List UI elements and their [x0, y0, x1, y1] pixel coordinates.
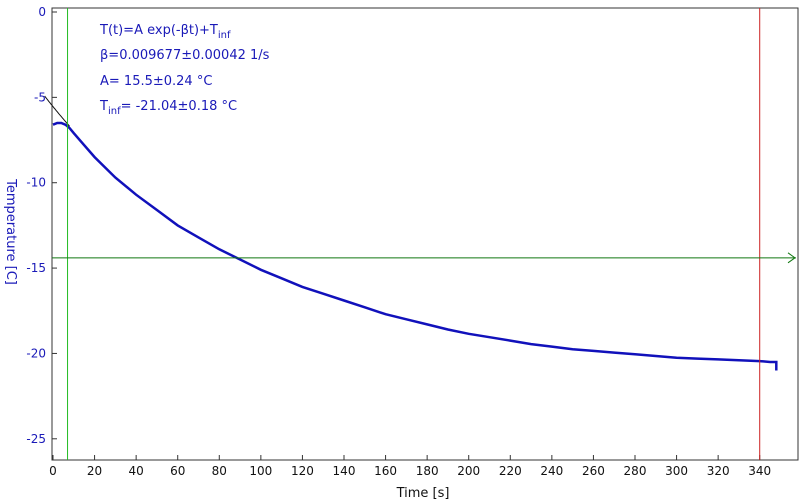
y-axis-label: Temperature [C]	[3, 178, 18, 285]
fit-tinf-value: = -21.04±0.18 °C	[121, 99, 237, 114]
x-tick-label: 20	[87, 464, 102, 478]
cursor-horizontal-arrow-icon	[787, 252, 796, 264]
x-tick-label: 120	[291, 464, 314, 478]
x-tick-label: 140	[333, 464, 356, 478]
x-tick-label: 320	[707, 464, 730, 478]
fit-equation-subscript: inf	[218, 30, 231, 41]
y-tick-label: 0	[38, 5, 46, 19]
x-tick-label: 80	[212, 464, 227, 478]
fit-tinf-subscript: inf	[108, 106, 121, 117]
x-tick-label: 300	[665, 464, 688, 478]
y-tick-label: -5	[34, 90, 46, 104]
x-tick-label: 60	[170, 464, 185, 478]
fit-tinf-main: T	[99, 99, 108, 114]
series-temperature	[52, 121, 778, 371]
plot-frame	[51, 7, 799, 461]
fit-curve	[44, 95, 70, 127]
x-tick-label: 260	[582, 464, 605, 478]
x-axis: 0 20 40 60 80 100 120 140 160 180 200 220 240 260 280 3…	[49, 455, 771, 478]
x-tick-label: 220	[499, 464, 522, 478]
fit-equation: T(t)=A exp(-βt)+Tinf	[99, 23, 231, 41]
x-tick-label: 240	[540, 464, 563, 478]
fit-beta: β=0.009677±0.00042 1/s	[100, 48, 270, 63]
fit-equation-main: T(t)=A exp(-βt)+T	[99, 23, 218, 38]
x-tick-label: 40	[129, 464, 144, 478]
x-tick-label: 340	[748, 464, 771, 478]
y-tick-label: -10	[26, 176, 46, 190]
x-tick-label: 0	[49, 464, 57, 478]
x-tick-label: 160	[374, 464, 397, 478]
y-axis: 0 -5 -10 -15 -20 -25	[26, 5, 57, 446]
x-tick-label: 280	[624, 464, 647, 478]
x-tick-label: 180	[416, 464, 439, 478]
y-tick-label: -15	[26, 261, 46, 275]
fit-tinf: Tinf= -21.04±0.18 °C	[99, 99, 237, 117]
x-axis-label: Time [s]	[396, 486, 450, 501]
y-tick-label: -20	[26, 346, 46, 360]
x-tick-label: 200	[457, 464, 480, 478]
y-tick-label: -25	[26, 432, 46, 446]
x-tick-label: 100	[249, 464, 272, 478]
fit-amplitude: A= 15.5±0.24 °C	[100, 74, 212, 89]
